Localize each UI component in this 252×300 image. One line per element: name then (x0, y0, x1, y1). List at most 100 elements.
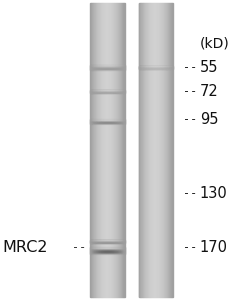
Bar (117, 249, 118, 250)
Bar (110, 252, 111, 253)
Bar (97, 249, 98, 250)
Bar (113, 251, 114, 252)
Bar (91, 3, 92, 297)
Text: 170: 170 (199, 240, 227, 255)
Bar (105, 252, 106, 253)
Bar (90, 252, 91, 253)
Bar (98, 247, 99, 248)
Bar (164, 3, 165, 297)
Bar (106, 250, 107, 251)
Bar (92, 252, 93, 253)
Bar (112, 251, 113, 252)
Bar (162, 3, 163, 297)
Bar (104, 250, 105, 251)
Bar (109, 249, 110, 250)
Bar (93, 248, 94, 249)
Bar (118, 247, 119, 248)
Bar (122, 248, 123, 249)
Bar (108, 250, 109, 251)
Bar (153, 3, 154, 297)
Bar (104, 248, 105, 249)
Bar (108, 252, 109, 253)
Bar (99, 248, 100, 249)
Bar (97, 251, 98, 252)
Bar (91, 248, 92, 249)
Bar (116, 247, 117, 248)
Bar (91, 250, 92, 251)
Bar (96, 247, 97, 248)
Bar (99, 249, 100, 250)
Bar (119, 252, 120, 253)
Bar (150, 3, 151, 297)
Bar (122, 247, 123, 248)
Bar (105, 248, 106, 249)
Bar (169, 3, 170, 297)
Bar (99, 247, 100, 248)
Bar (102, 253, 103, 254)
Bar (122, 253, 123, 254)
Bar (123, 248, 124, 249)
Bar (112, 248, 113, 249)
Bar (113, 247, 114, 248)
Bar (118, 253, 119, 254)
Bar (106, 249, 107, 250)
Bar (101, 251, 102, 252)
Bar (118, 3, 119, 297)
Bar (140, 3, 141, 297)
Bar (119, 249, 120, 250)
Bar (115, 249, 116, 250)
Bar (139, 3, 140, 297)
Text: --: -- (183, 61, 197, 74)
Bar (97, 247, 98, 248)
Bar (101, 253, 102, 254)
Bar (156, 3, 157, 297)
Bar (90, 250, 91, 251)
Bar (95, 247, 96, 248)
Bar (117, 3, 118, 297)
Bar (94, 248, 95, 249)
Bar (103, 3, 104, 297)
Bar (97, 253, 98, 254)
Bar (95, 253, 96, 254)
Bar (119, 251, 120, 252)
Bar (98, 248, 99, 249)
Bar (96, 3, 97, 297)
Bar (113, 3, 114, 297)
Bar (119, 248, 120, 249)
Bar (102, 248, 103, 249)
Bar (92, 247, 93, 248)
Bar (92, 253, 93, 254)
Bar (103, 249, 104, 250)
Bar (94, 3, 95, 297)
Bar (92, 249, 93, 250)
Bar (93, 252, 94, 253)
Bar (92, 3, 93, 297)
Bar (104, 252, 105, 253)
Bar (106, 251, 107, 252)
Bar (97, 250, 98, 251)
Bar (110, 3, 111, 297)
Bar (94, 247, 95, 248)
Bar (107, 248, 108, 249)
Bar (109, 247, 110, 248)
Bar (96, 253, 97, 254)
Bar (121, 253, 122, 254)
Bar (117, 250, 118, 251)
Bar (93, 247, 94, 248)
Bar (104, 249, 105, 250)
Bar (96, 249, 97, 250)
Bar (107, 253, 108, 254)
Bar (114, 248, 115, 249)
Text: --: -- (183, 187, 197, 200)
Bar (119, 248, 120, 249)
Bar (119, 250, 120, 251)
Bar (154, 3, 155, 297)
Bar (141, 3, 142, 297)
Bar (91, 251, 92, 252)
Bar (119, 3, 120, 297)
Bar (123, 251, 124, 252)
Bar (147, 3, 148, 297)
Bar (98, 251, 99, 252)
Bar (117, 251, 118, 252)
Bar (93, 3, 94, 297)
